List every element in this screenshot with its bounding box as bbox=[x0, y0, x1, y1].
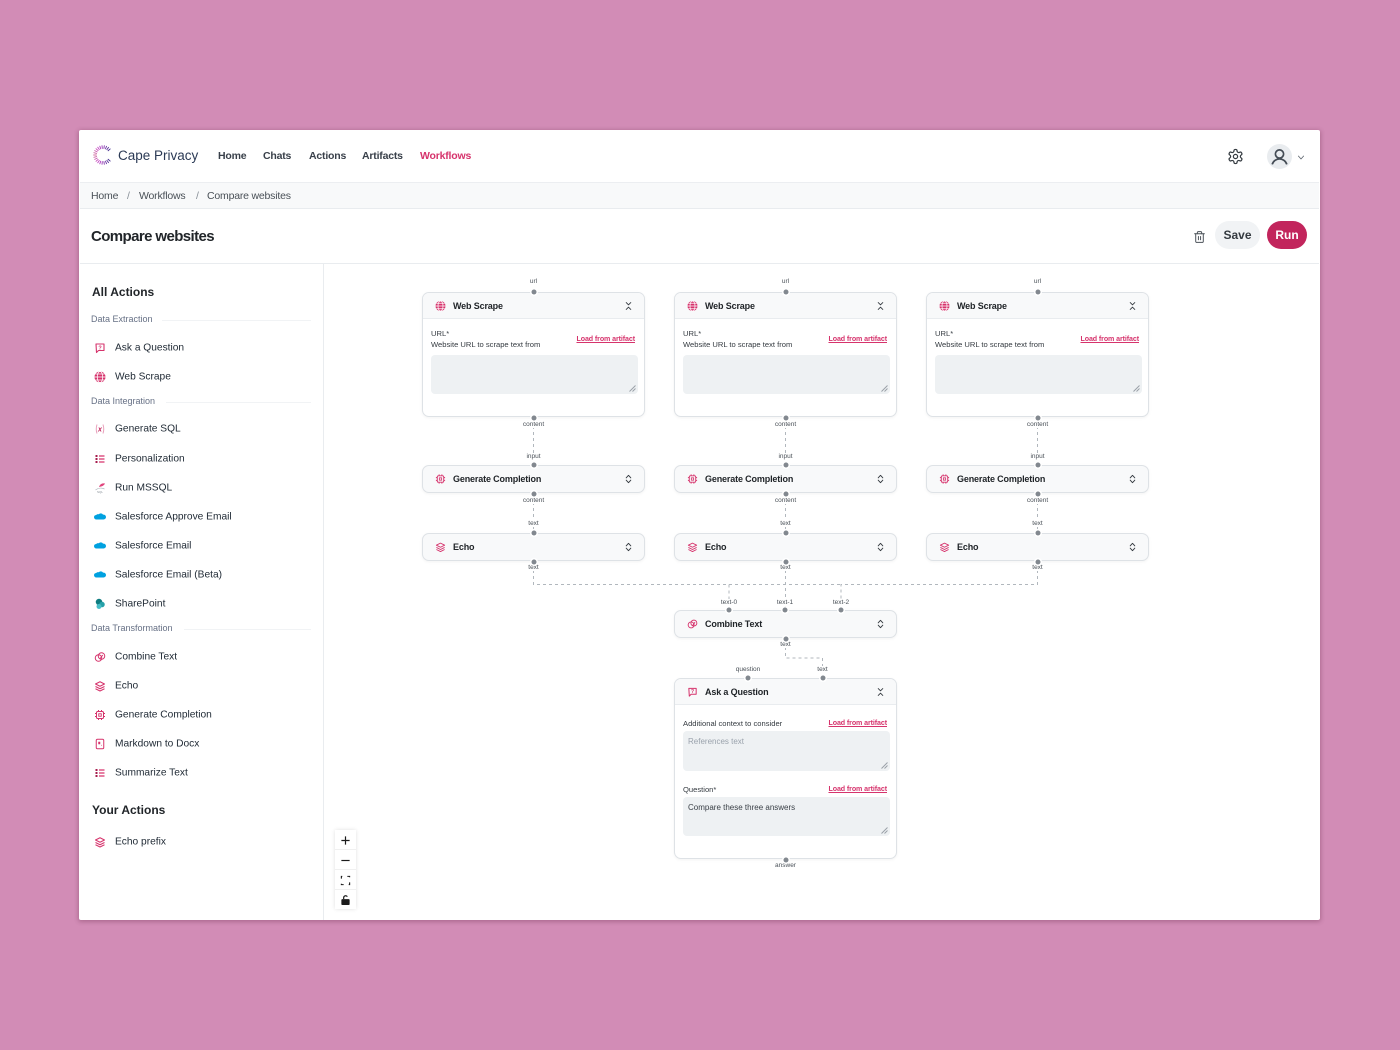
svg-text:SQL: SQL bbox=[97, 490, 103, 494]
svg-text:?: ? bbox=[98, 345, 102, 351]
svg-text:x: x bbox=[97, 426, 103, 433]
svg-text:?: ? bbox=[691, 689, 694, 695]
